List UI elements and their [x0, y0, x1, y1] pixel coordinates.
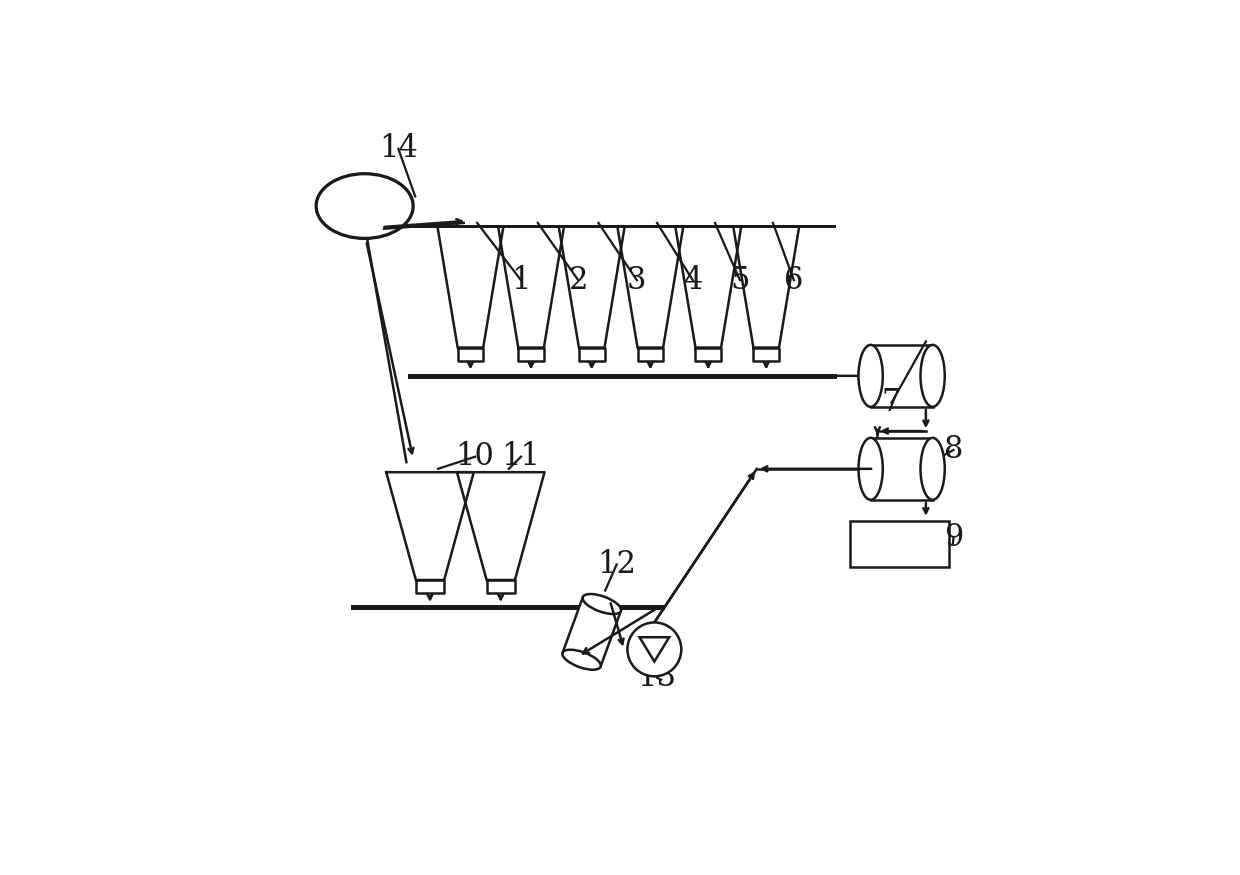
Text: 13: 13	[637, 662, 677, 693]
Text: 2: 2	[568, 264, 588, 296]
Polygon shape	[870, 345, 932, 407]
Polygon shape	[870, 438, 932, 500]
Ellipse shape	[920, 345, 945, 407]
Text: 9: 9	[944, 522, 963, 553]
Text: 6: 6	[784, 264, 804, 296]
Ellipse shape	[858, 345, 883, 407]
Ellipse shape	[920, 438, 945, 500]
Ellipse shape	[858, 438, 883, 500]
Text: 12: 12	[598, 549, 636, 580]
Circle shape	[627, 622, 681, 676]
Text: 7: 7	[882, 388, 901, 418]
Text: 3: 3	[627, 264, 646, 296]
Polygon shape	[563, 597, 621, 667]
Text: 11: 11	[501, 441, 541, 472]
Text: 1: 1	[511, 264, 531, 296]
Ellipse shape	[583, 594, 621, 614]
Ellipse shape	[316, 174, 413, 238]
Text: 4: 4	[683, 264, 702, 296]
Text: 5: 5	[730, 264, 750, 296]
Text: 10: 10	[456, 441, 495, 472]
Ellipse shape	[563, 650, 600, 669]
Bar	[849, 521, 950, 566]
Text: 8: 8	[944, 435, 963, 466]
Text: 14: 14	[379, 133, 418, 164]
